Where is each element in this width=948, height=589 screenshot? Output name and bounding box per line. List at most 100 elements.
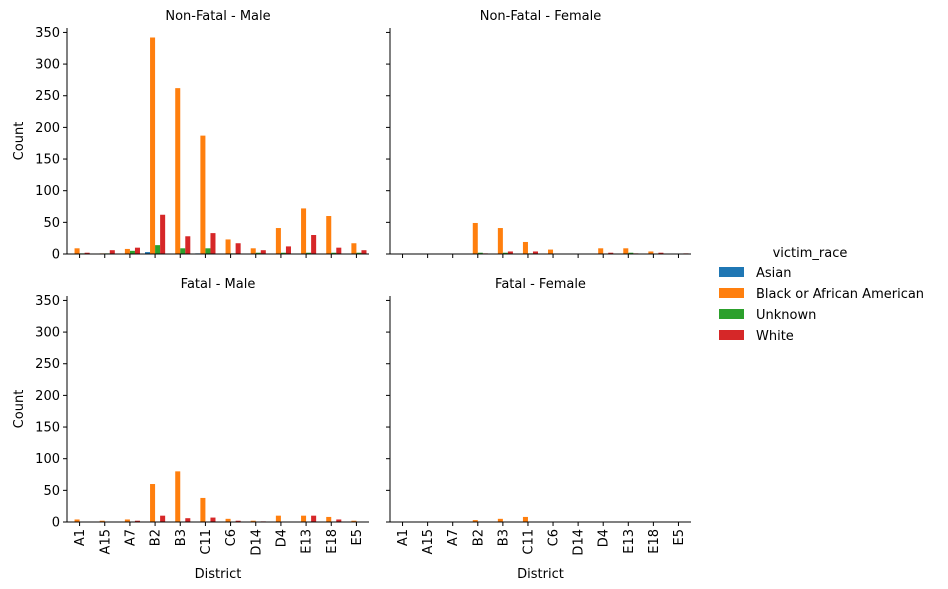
bar-b3-white xyxy=(185,518,191,522)
bar-e18-white xyxy=(336,519,342,522)
bar-a15-white xyxy=(109,250,115,254)
bar-b2-black-or-african-american xyxy=(472,520,478,522)
bar-d14-unknown xyxy=(255,252,261,254)
legend-swatch-white xyxy=(719,330,744,340)
bar-e5-black-or-african-american xyxy=(351,520,357,522)
panel-fatal-female: Fatal - Female A1 A15 A7 B2 B3 C11 C6 D14 D4 E13 E1… xyxy=(386,277,691,582)
x-tick-label-e5: E5 xyxy=(350,529,365,546)
bar-c6-black-or-african-american xyxy=(225,518,231,522)
bar-d4-black-or-african-american xyxy=(598,248,604,254)
bar-e18-black-or-african-american xyxy=(648,251,654,254)
bar-b2-asian xyxy=(145,252,151,254)
bar-c11-black-or-african-american xyxy=(522,516,528,522)
bar-c6-white xyxy=(235,520,241,522)
bar-d14-black-or-african-american xyxy=(250,248,256,254)
panel-title: Fatal - Female xyxy=(495,277,586,292)
bar-e13-white xyxy=(311,515,317,522)
bar-b3-black-or-african-american xyxy=(175,471,181,522)
y-tick-label: 100 xyxy=(35,184,60,199)
y-tick-label: 350 xyxy=(35,294,60,309)
bar-e13-white xyxy=(311,235,317,254)
x-tick-label-a1: A1 xyxy=(396,529,411,546)
bar-a15-black-or-african-american xyxy=(99,520,105,522)
bar-e18-black-or-african-american xyxy=(326,516,332,522)
bar-d14-white xyxy=(260,250,266,254)
x-tick-label-e13: E13 xyxy=(300,529,315,554)
panel-title: Non-Fatal - Male xyxy=(165,9,270,24)
bar-a1-white xyxy=(84,252,90,254)
x-tick-label-c11: C11 xyxy=(199,529,214,555)
x-tick-label-a15: A15 xyxy=(98,529,113,554)
x-tick-label-e18: E18 xyxy=(325,529,340,554)
y-axis-label: Count xyxy=(12,390,27,429)
y-tick-label: 150 xyxy=(35,153,60,168)
bar-a1-black-or-african-american xyxy=(74,519,80,522)
y-tick-label: 150 xyxy=(35,421,60,436)
bar-e13-black-or-african-american xyxy=(623,248,629,254)
bar-c11-black-or-african-american xyxy=(200,497,206,522)
bar-b2-black-or-african-american xyxy=(472,222,478,254)
legend-swatch-black-or-african-american xyxy=(719,288,744,298)
bar-e13-unknown xyxy=(306,252,312,254)
bar-e13-black-or-african-american xyxy=(301,208,307,254)
bar-e5-unknown xyxy=(356,252,362,254)
bar-e18-white xyxy=(336,247,342,254)
bar-e5-black-or-african-american xyxy=(351,243,357,254)
legend: victim_race Asian Black or African Ameri… xyxy=(719,246,924,344)
bar-a7-white xyxy=(134,520,140,522)
bar-b2-white xyxy=(160,214,166,254)
panel-non-fatal-female: Non-Fatal - Female xyxy=(386,9,691,258)
x-tick-label-d4: D4 xyxy=(274,529,289,547)
x-tick-label-a15: A15 xyxy=(421,529,436,554)
x-axis-label: District xyxy=(517,567,564,582)
bar-d4-black-or-african-american xyxy=(275,515,281,522)
x-tick-label-a7: A7 xyxy=(123,529,138,546)
panel-non-fatal-male: Non-Fatal - Male 0 50 100 150 200 250 300 350 Cou… xyxy=(12,9,369,263)
bar-a7-black-or-african-american xyxy=(124,248,130,254)
bar-b3-white xyxy=(185,236,191,254)
y-axis-label: Count xyxy=(12,122,27,161)
bar-c6-black-or-african-american xyxy=(225,239,231,254)
legend-entry-asian: Asian xyxy=(756,266,791,281)
x-tick-label-b3: B3 xyxy=(496,529,511,546)
x-tick-label-c6: C6 xyxy=(224,529,239,546)
y-tick-label: 300 xyxy=(35,326,60,341)
x-tick-label-d4: D4 xyxy=(597,529,612,547)
x-tick-label-a7: A7 xyxy=(446,529,461,546)
bar-d4-white xyxy=(285,246,291,254)
bar-e13-unknown xyxy=(628,252,634,254)
bar-b3-black-or-african-american xyxy=(497,228,503,254)
bar-e5-white xyxy=(361,250,367,254)
y-tick-label: 50 xyxy=(43,484,60,499)
x-tick-label-a1: A1 xyxy=(73,529,88,546)
y-tick-label: 350 xyxy=(35,26,60,41)
bar-c11-white xyxy=(532,251,538,254)
bar-c6-white xyxy=(235,243,241,254)
bar-c11-black-or-african-american xyxy=(522,241,528,254)
bar-b2-black-or-african-american xyxy=(150,37,156,254)
y-tick-label: 200 xyxy=(35,121,60,136)
y-tick-label: 250 xyxy=(35,357,60,372)
bar-a7-black-or-african-american xyxy=(124,519,130,522)
bar-d4-unknown xyxy=(280,252,286,254)
bar-e13-black-or-african-american xyxy=(301,515,307,522)
x-tick-label-d14: D14 xyxy=(249,529,264,556)
panel-fatal-male: Fatal - Male 0 50 100 150 200 250 300 350 A1 A15 A7… xyxy=(12,277,369,582)
y-tick-label: 100 xyxy=(35,452,60,467)
y-tick-label: 0 xyxy=(52,248,60,263)
x-tick-label-b2: B2 xyxy=(471,529,486,546)
bar-b2-black-or-african-american xyxy=(150,484,156,522)
legend-swatch-asian xyxy=(719,267,744,277)
bar-b3-black-or-african-american xyxy=(497,518,503,522)
bar-e18-unknown xyxy=(331,252,337,254)
y-tick-label: 50 xyxy=(43,216,60,231)
bar-d14-black-or-african-american xyxy=(250,520,256,522)
bar-b3-unknown xyxy=(502,252,508,254)
bar-c11-white xyxy=(210,517,216,522)
bar-c11-white xyxy=(210,233,216,254)
bar-b2-unknown xyxy=(155,245,161,254)
legend-entry-unknown: Unknown xyxy=(756,308,816,323)
bar-b2-unknown xyxy=(477,252,483,254)
panel-title: Non-Fatal - Female xyxy=(480,9,602,24)
